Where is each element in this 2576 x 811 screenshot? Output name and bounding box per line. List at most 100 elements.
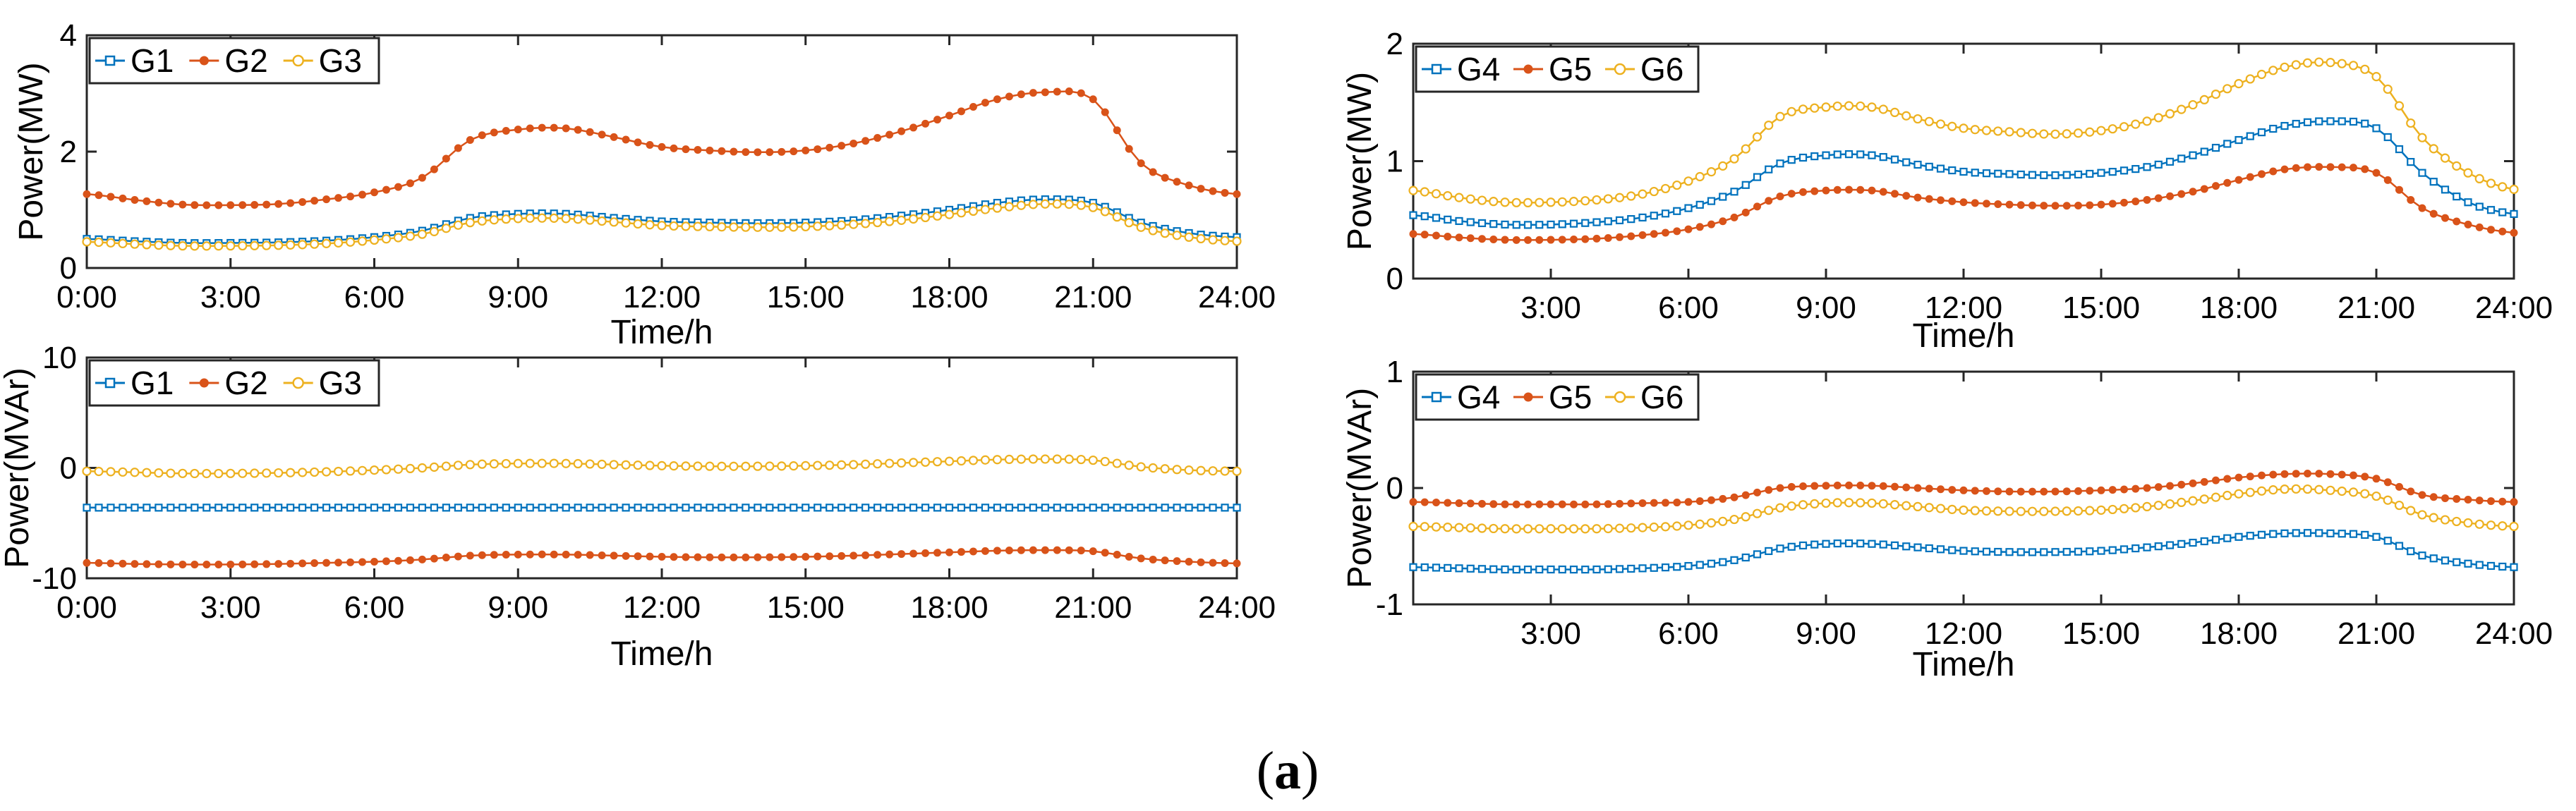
data-point-G3 [429,462,439,472]
data-point-G2 [1041,546,1049,554]
data-point-G1 [119,504,127,512]
data-point-G5 [2258,471,2266,480]
data-point-G6 [1672,521,1682,531]
data-point-G3 [333,238,344,248]
data-point-G2 [550,550,558,559]
data-point-G5 [1719,217,1727,226]
data-point-G1 [107,504,115,512]
data-point-G5 [2280,470,2289,478]
data-point-G5 [1937,196,1945,205]
data-point-G4 [2200,147,2208,156]
data-point-G3 [1124,461,1134,470]
data-point-G5 [1455,233,1463,242]
data-point-G1 [1149,504,1157,512]
data-point-G3 [118,467,128,477]
data-point-G6 [2119,122,2129,132]
data-point-G2 [490,128,498,137]
data-point-G3 [885,217,895,226]
data-point-G5 [1662,228,1669,237]
data-point-G2 [622,551,630,560]
data-point-G6 [1489,197,1499,207]
data-point-G5 [1730,213,1739,221]
data-point-G1 [885,504,894,512]
legend-label-G1: G1 [131,365,174,401]
data-point-G3 [537,213,547,223]
data-point-G3 [250,240,260,250]
data-point-G1 [1173,504,1181,512]
data-point-G5 [1971,199,1979,207]
data-point-G3 [393,233,404,243]
data-point-G3 [621,460,631,470]
data-point-G4 [1592,218,1601,226]
data-point-G1 [1209,504,1217,512]
data-point-G4 [2120,166,2129,175]
data-point-G6 [2498,182,2508,192]
data-point-G4 [2051,171,2060,180]
data-point-G5 [1833,481,1842,489]
data-point-G5 [2487,497,2495,506]
data-point-G5 [1524,500,1532,508]
x-tick-label: 18:00 [2200,616,2278,651]
series-G4 [1409,529,2518,574]
data-point-G5 [1948,486,1957,494]
x-tick-label: 21:00 [2338,291,2415,325]
caption-letter: a [1274,741,1301,800]
data-point-G5 [2498,227,2507,236]
data-point-G4 [2257,530,2266,539]
data-point-G6 [2326,58,2335,68]
data-point-G3 [286,468,296,477]
data-point-G1 [634,504,642,512]
data-point-G2 [274,200,283,208]
data-point-G4 [1432,563,1441,572]
data-point-G5 [1524,236,1532,244]
data-point-G3 [1076,454,1086,465]
data-point-G2 [394,556,402,565]
data-point-G2 [754,148,762,157]
data-point-G1 [622,504,630,512]
data-point-G3 [741,461,751,471]
data-point-G6 [2223,490,2232,501]
x-tick-label: 6:00 [1658,291,1719,325]
data-point-G2 [466,551,474,560]
data-point-G3 [274,240,284,250]
data-point-G6 [2039,129,2049,139]
data-point-G6 [1500,524,1510,534]
data-point-G1 [658,504,666,512]
data-point-G4 [2280,529,2289,537]
data-point-G3 [1160,228,1170,238]
data-point-G4 [1982,169,1991,178]
data-point-G4 [1856,539,1865,548]
data-point-G1 [790,504,798,512]
data-point-G5 [2097,200,2105,209]
data-point-G5 [1444,499,1452,507]
data-point-G2 [1137,159,1145,167]
data-point-G3 [106,238,116,248]
data-point-G3 [178,241,188,251]
data-point-G3 [657,221,667,231]
data-point-G4 [2143,543,2151,551]
data-point-G3 [980,205,991,214]
legend-marker-G2 [199,56,209,66]
data-point-G1 [802,504,810,512]
data-point-G6 [2199,494,2209,504]
data-point-G3 [669,461,679,471]
data-point-G4 [2453,193,2461,201]
data-point-G2 [861,137,870,145]
data-point-G6 [1775,111,1785,121]
data-point-G3 [729,222,739,232]
data-point-G3 [561,458,571,468]
data-point-G5 [1638,231,1647,239]
data-point-G2 [490,551,498,559]
data-point-G6 [1568,524,1579,534]
data-point-G2 [95,559,103,567]
data-point-G5 [1478,499,1486,508]
data-point-G2 [202,201,211,209]
data-point-G5 [2108,200,2117,208]
data-point-G6 [1465,523,1475,533]
data-point-G3 [777,461,787,471]
data-point-G6 [2211,89,2221,99]
data-point-G6 [2245,487,2255,497]
data-point-G5 [1638,499,1647,507]
data-point-G4 [2177,154,2186,163]
legend-label-G3: G3 [319,365,362,401]
